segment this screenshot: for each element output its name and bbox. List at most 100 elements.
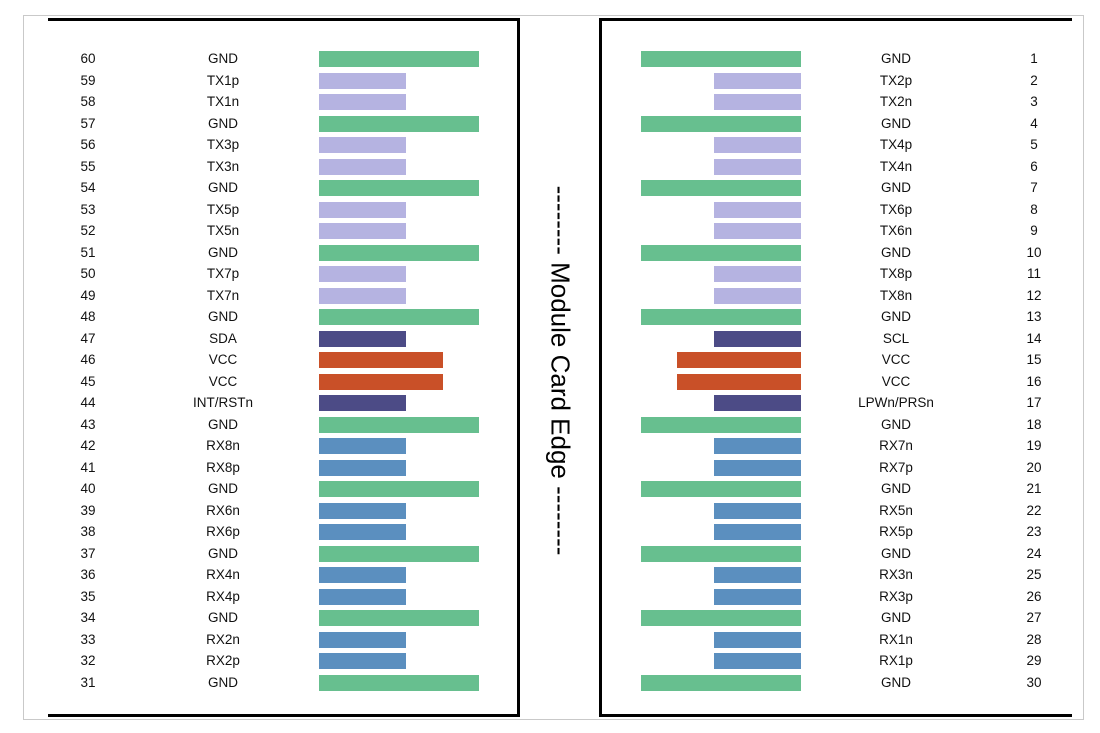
pin-signal-name: GND [881, 481, 911, 496]
pin-contact-pad-rx [319, 502, 406, 519]
pin-contact-pad-ctrl [319, 330, 406, 347]
pin-number: 51 [80, 244, 96, 260]
pin-number: 16 [1026, 373, 1042, 389]
pin-signal-name: RX7p [879, 459, 913, 475]
pin-contact-pad-gnd [641, 610, 801, 626]
pin-contact-pad-rx [319, 588, 406, 605]
pin-contact-pad-gnd [641, 51, 801, 67]
pin-signal-name: GND [208, 674, 238, 690]
pin-signal-name: VCC [208, 373, 238, 389]
pin-contact-pad-rx [319, 631, 406, 648]
pin-signal-name: LPWn/PRSn [858, 395, 934, 410]
pin-number: 10 [1026, 244, 1042, 260]
left-pin-row: 33 RX2n [0, 631, 1100, 649]
pin-number: 53 [80, 201, 96, 217]
pin-number: 60 [80, 51, 96, 66]
pin-signal-name: GND [208, 244, 238, 260]
pin-signal-name: GND [881, 674, 911, 690]
pin-number: 12 [1026, 287, 1042, 303]
left-pin-row: 31 GND [0, 674, 1100, 692]
pin-signal-name: GND [208, 481, 238, 496]
pin-signal-name: RX7n [879, 438, 913, 453]
pin-contact-pad-gnd [319, 481, 479, 497]
pin-contact-pad-gnd [641, 545, 801, 562]
pin-contact-pad-rx [714, 438, 801, 454]
pin-signal-name: GND [208, 545, 238, 561]
pin-contact-pad-gnd [319, 416, 479, 433]
pin-contact-pad-gnd [319, 674, 479, 691]
pin-contact-pad-gnd [319, 244, 479, 261]
pin-number: 27 [1026, 610, 1042, 625]
right-pin-row: 2 TX2p [0, 72, 1100, 90]
right-pin-row: 7 GND [0, 179, 1100, 197]
pin-contact-pad-gnd [319, 51, 479, 67]
pin-number: 17 [1026, 395, 1042, 410]
pin-signal-name: RX8p [206, 459, 240, 475]
right-pin-row: 3 TX2n [0, 93, 1100, 111]
pin-signal-name: TX8n [879, 287, 913, 303]
pin-number: 52 [80, 223, 96, 238]
pin-signal-name: GND [881, 610, 911, 625]
right-pin-row: 30 GND [0, 674, 1100, 692]
pin-signal-name: GND [208, 51, 238, 66]
pin-contact-pad-rx [319, 459, 406, 476]
right-pin-row: 5 TX4p [0, 136, 1100, 154]
pin-contact-pad-rx [714, 653, 801, 669]
pin-number: 24 [1026, 545, 1042, 561]
pin-signal-name: VCC [881, 352, 911, 367]
right-pin-row: 14 SCL [0, 330, 1100, 348]
pin-number: 21 [1026, 481, 1042, 496]
pin-contact-pad-tx [714, 137, 801, 153]
pin-number: 11 [1026, 266, 1041, 281]
left-pin-row: 55 TX3n [0, 158, 1100, 176]
right-pin-row: 12 TX8n [0, 287, 1100, 305]
left-pin-row: 41 RX8p [0, 459, 1100, 477]
left-pin-row: 32 RX2p [0, 652, 1100, 670]
pin-contact-pad-tx [319, 287, 406, 304]
pin-signal-name: TX3p [206, 137, 240, 152]
diagram-frame [23, 15, 1084, 720]
pin-number: 43 [80, 416, 96, 432]
pin-number: 2 [1030, 72, 1038, 88]
right-pin-row: 24 GND [0, 545, 1100, 563]
pin-signal-name: GND [208, 180, 238, 195]
left-pin-row: 59 TX1p [0, 72, 1100, 90]
right-pin-row: 22 RX5n [0, 502, 1100, 520]
right-pin-row: 16 VCC [0, 373, 1100, 391]
pin-contact-pad-tx [714, 266, 801, 282]
pin-signal-name: TX4n [879, 158, 913, 174]
pin-contact-pad-rx [714, 631, 801, 648]
pin-number: 22 [1026, 502, 1042, 518]
pin-number: 42 [80, 438, 96, 453]
pin-signal-name: TX6n [879, 223, 913, 238]
right-pin-row: 27 GND [0, 609, 1100, 627]
pin-signal-name: RX4n [206, 567, 240, 582]
right-pin-row: 15 VCC [0, 351, 1100, 369]
pin-number: 20 [1026, 459, 1042, 475]
pin-contact-pad-ctrl [319, 395, 406, 411]
left-pin-row: 53 TX5p [0, 201, 1100, 219]
pin-contact-pad-vcc [677, 373, 801, 390]
pin-number: 1 [1030, 51, 1038, 66]
pin-contact-pad-gnd [641, 115, 801, 132]
pin-number: 58 [80, 94, 96, 109]
left-pin-row: 46 VCC [0, 351, 1100, 369]
pin-number: 14 [1026, 330, 1042, 346]
pin-number: 33 [80, 631, 96, 647]
pin-signal-name: GND [881, 244, 911, 260]
pin-signal-name: TX2n [879, 94, 913, 109]
pin-number: 35 [80, 588, 96, 604]
pin-signal-name: TX8p [879, 266, 913, 281]
pin-signal-name: RX1n [879, 631, 913, 647]
right-pin-row: 23 RX5p [0, 523, 1100, 541]
left-pin-row: 50 TX7p [0, 265, 1100, 283]
pin-number: 40 [80, 481, 96, 496]
pin-signal-name: TX5p [206, 201, 240, 217]
pin-signal-name: TX2p [879, 72, 913, 88]
pin-contact-pad-rx [319, 567, 406, 583]
pin-contact-pad-gnd [319, 610, 479, 626]
right-pin-row: 1 GND [0, 50, 1100, 68]
pin-signal-name: GND [881, 115, 911, 131]
right-pin-row: 29 RX1p [0, 652, 1100, 670]
pin-contact-pad-tx [714, 94, 801, 110]
